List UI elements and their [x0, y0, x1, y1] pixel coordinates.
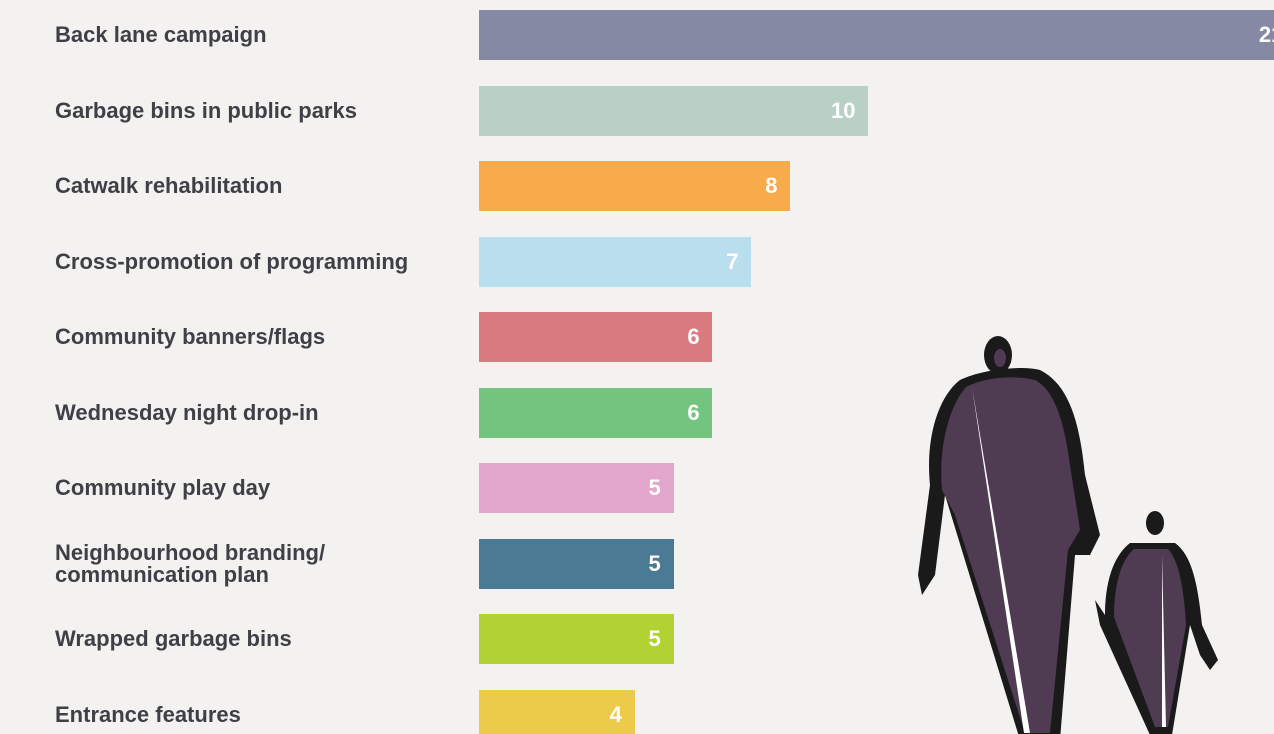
category-label: Entrance features	[55, 701, 241, 727]
silhouette-illustration	[918, 336, 1218, 734]
value-label: 7	[726, 248, 739, 274]
category-label: Community banners/flags	[55, 324, 326, 349]
value-label: 6	[687, 324, 700, 349]
value-label: 5	[648, 626, 661, 651]
category-label: Garbage bins in public parks	[55, 97, 357, 123]
bar	[479, 463, 674, 513]
bar	[479, 85, 868, 136]
category-label: Wednesday night drop-in	[55, 399, 319, 425]
category-label: Back lane campaign	[55, 22, 267, 47]
value-label: 10	[831, 97, 856, 123]
bar	[479, 236, 752, 287]
category-label: Catwalk rehabilitation	[55, 173, 283, 198]
value-label: 4	[609, 701, 622, 727]
bar	[479, 614, 674, 664]
bar	[479, 10, 1274, 60]
value-label: 6	[687, 399, 700, 425]
value-label: 8	[765, 173, 778, 198]
value-label: 5	[648, 475, 661, 500]
category-label: Cross-promotion of programming	[55, 248, 409, 274]
value-label: 5	[648, 550, 661, 576]
category-label: Wrapped garbage bins	[55, 626, 292, 651]
value-label: 21	[1258, 22, 1274, 47]
bar	[479, 538, 674, 589]
category-label: Community play day	[55, 475, 271, 500]
bar	[479, 161, 791, 211]
bar	[479, 689, 635, 734]
bar	[479, 312, 713, 362]
category-label: Neighbourhood branding/ communication pl…	[55, 539, 326, 587]
bar	[479, 387, 713, 438]
